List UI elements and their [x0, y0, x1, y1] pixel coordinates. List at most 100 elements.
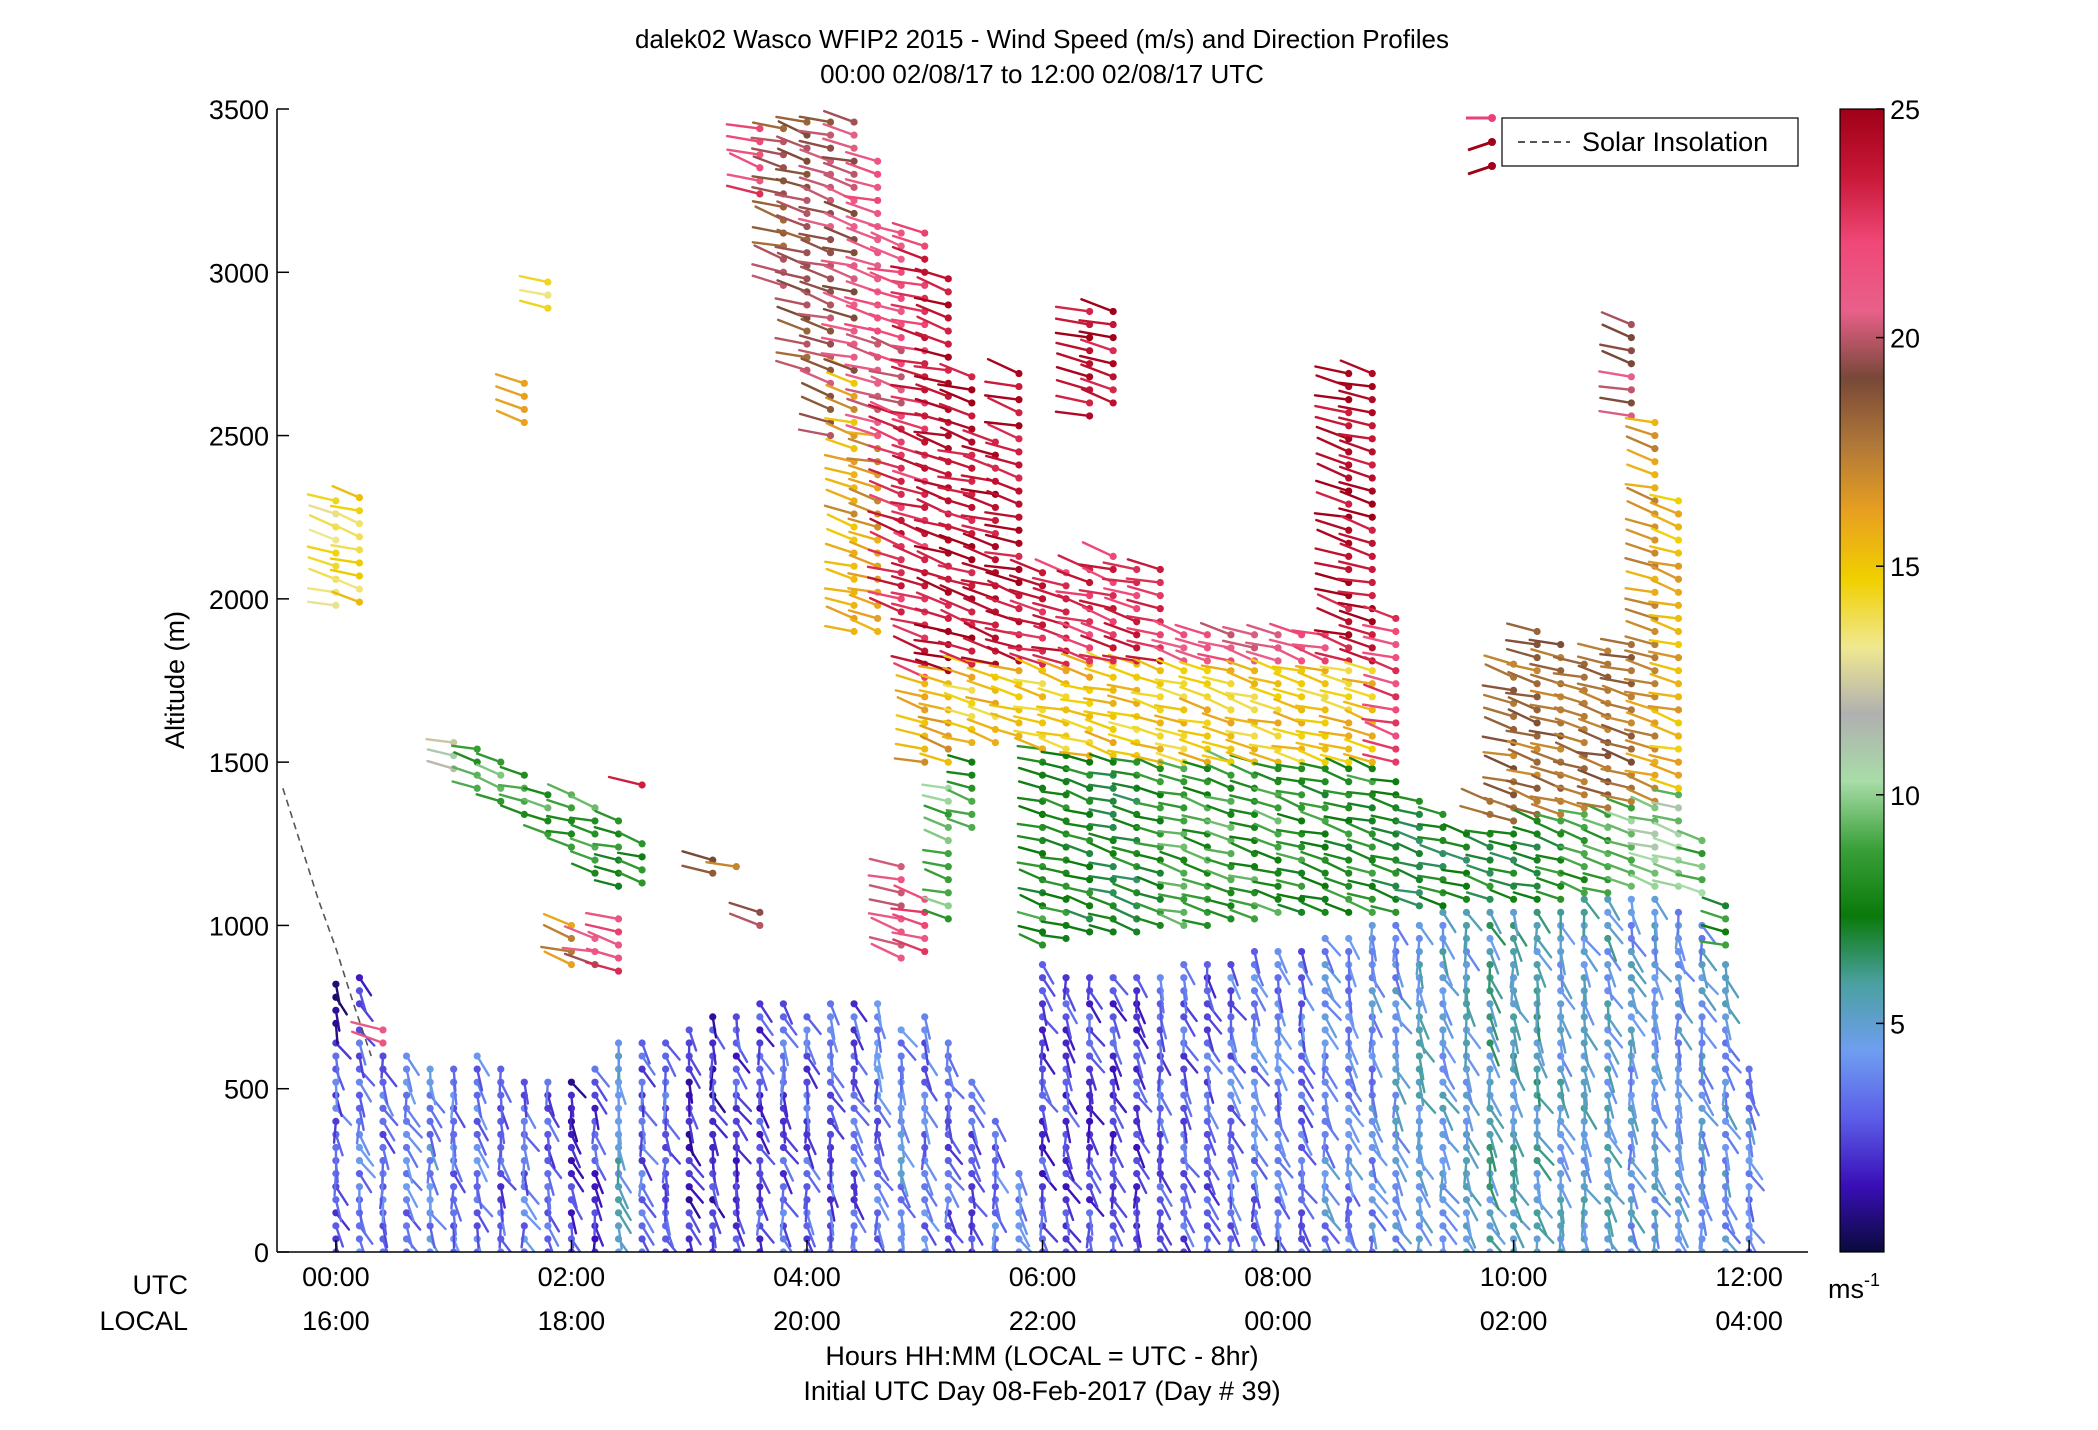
wind-barb-point [450, 1066, 457, 1073]
wind-barb-point [1675, 1209, 1682, 1216]
wind-barb-point [756, 1026, 763, 1033]
wind-barb-point [968, 759, 975, 766]
wind-barb-shaft [1325, 1252, 1330, 1274]
wind-barb-point [1369, 1066, 1376, 1073]
wind-barb-point [497, 798, 504, 805]
wind-barb-point [1416, 922, 1423, 929]
wind-barb-point [1557, 641, 1564, 648]
wind-barb-point [945, 889, 952, 896]
wind-barb-point [850, 1105, 857, 1112]
wind-barb-point [1062, 974, 1069, 981]
wind-barb-point [874, 197, 881, 204]
wind-barb-point [1039, 569, 1046, 576]
wind-barb-point [638, 840, 645, 847]
wind-barb-point [1369, 370, 1376, 377]
wind-barb-point [1298, 765, 1305, 772]
wind-barb-point [1062, 935, 1069, 942]
wind-barb-point [945, 275, 952, 282]
wind-barb-point [1534, 974, 1541, 981]
wind-barb-point [356, 572, 363, 579]
wind-barb-point [1110, 347, 1117, 354]
wind-barb-point [568, 843, 575, 850]
wind-barb-point [1604, 1039, 1611, 1046]
wind-barb-point [733, 1157, 740, 1164]
wind-barb-point [1439, 1118, 1446, 1125]
wind-barb-point [1039, 1000, 1046, 1007]
wind-barb-point [1463, 922, 1470, 929]
wind-barb-point [850, 1013, 857, 1020]
wind-barb-point [1274, 817, 1281, 824]
wind-barb-point [615, 941, 622, 948]
wind-barb-point [1557, 1079, 1564, 1086]
wind-barb-point [1534, 843, 1541, 850]
wind-barb-point [1463, 909, 1470, 916]
x-tick-label-utc: 10:00 [1480, 1262, 1548, 1292]
wind-barb-point [1274, 680, 1281, 687]
wind-barb-point [1274, 1131, 1281, 1138]
wind-barb-point [356, 1079, 363, 1086]
wind-barb-point [1274, 948, 1281, 955]
wind-barb-point [1110, 726, 1117, 733]
wind-barb-point [1439, 1144, 1446, 1151]
wind-barb-point [968, 1105, 975, 1112]
wind-barb-point [968, 608, 975, 615]
wind-barb-point [521, 380, 528, 387]
wind-barb-point [780, 1013, 787, 1020]
wind-barb-point [1369, 804, 1376, 811]
wind-barb-point [591, 830, 598, 837]
wind-barb-point [1251, 1000, 1258, 1007]
wind-barb-point [1086, 657, 1093, 664]
wind-barb-point [1675, 497, 1682, 504]
wind-barb-point [1604, 1066, 1611, 1073]
wind-barb-point [638, 1170, 645, 1177]
wind-barb-point [1157, 1196, 1164, 1203]
wind-barb-point [1628, 641, 1635, 648]
wind-barb-point [921, 1222, 928, 1229]
wind-barb-point [1322, 1026, 1329, 1033]
wind-barb-point [1486, 1235, 1493, 1242]
wind-barb-point [850, 393, 857, 400]
wind-barb-point [1581, 837, 1588, 844]
wind-barb-point [1486, 948, 1493, 955]
wind-barb-point [1698, 987, 1705, 994]
wind-barb-point [850, 132, 857, 139]
wind-barb-point [803, 327, 810, 334]
wind-barb-point [850, 406, 857, 413]
wind-barb-point [850, 210, 857, 217]
wind-barb-point [1298, 791, 1305, 798]
wind-barb-point [1039, 1066, 1046, 1073]
wind-barb-point [898, 1052, 905, 1059]
wind-barb-point [898, 373, 905, 380]
y-tick-label: 0 [254, 1238, 269, 1268]
wind-barb-point [827, 301, 834, 308]
wind-barb-point [1345, 422, 1352, 429]
wind-barb-point [945, 1196, 952, 1203]
wind-barb-point [1510, 857, 1517, 864]
wind-barb-point [1722, 1079, 1729, 1086]
wind-barb-point [1345, 719, 1352, 726]
wind-barb-point [1227, 961, 1234, 968]
wind-barb-point [568, 804, 575, 811]
wind-barb-point [1204, 1209, 1211, 1216]
wind-barb-point [1298, 1157, 1305, 1164]
wind-barb-point [332, 1052, 339, 1059]
wind-barb-point [1157, 592, 1164, 599]
wind-barb-point [850, 327, 857, 334]
wind-barb-point [1675, 693, 1682, 700]
wind-barb-point [1039, 1026, 1046, 1033]
wind-barb-shaft [666, 1252, 669, 1273]
wind-barb-point [1486, 1039, 1493, 1046]
wind-barb-point [1486, 870, 1493, 877]
wind-barb-point [921, 1066, 928, 1073]
wind-barb-point [1204, 1118, 1211, 1125]
wind-barb-point [1369, 448, 1376, 455]
wind-barb-point [1204, 922, 1211, 929]
wind-barb-point [1157, 579, 1164, 586]
wind-barb-point [356, 599, 363, 606]
wind-barb-point [1651, 667, 1658, 674]
wind-barb-point [1628, 373, 1635, 380]
wind-barb-point [1392, 922, 1399, 929]
wind-barb-point [1628, 857, 1635, 864]
wind-barb-point [1534, 667, 1541, 674]
wind-barb-point [992, 1157, 999, 1164]
